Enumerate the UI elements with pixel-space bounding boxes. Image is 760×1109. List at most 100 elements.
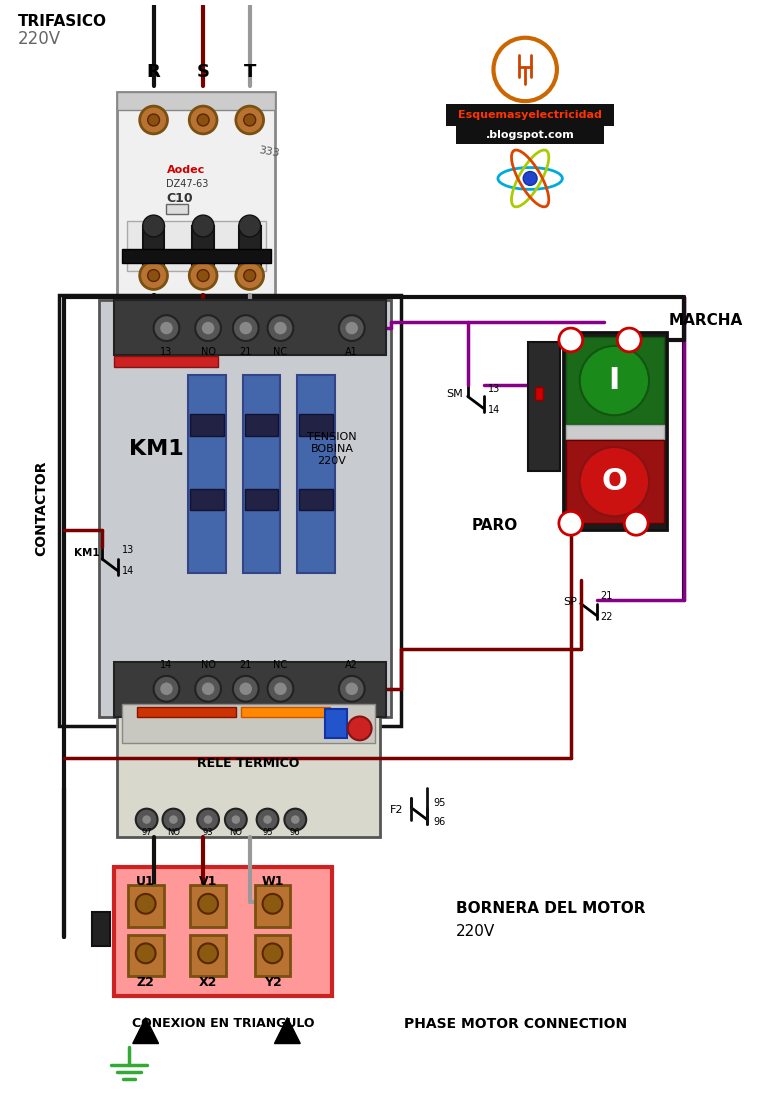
Bar — [565, 425, 664, 439]
Circle shape — [233, 315, 258, 340]
Circle shape — [136, 944, 156, 964]
Text: 220V: 220V — [17, 30, 61, 48]
Bar — [535, 387, 543, 400]
Circle shape — [580, 346, 649, 415]
Bar — [114, 301, 386, 355]
Circle shape — [141, 815, 151, 824]
Text: 14: 14 — [122, 566, 134, 576]
Circle shape — [197, 808, 219, 831]
Text: 97: 97 — [141, 828, 152, 837]
Circle shape — [284, 808, 306, 831]
Text: CONEXION EN TRIANGULO: CONEXION EN TRIANGULO — [131, 1017, 314, 1030]
Text: SM: SM — [446, 389, 463, 399]
Text: I: I — [609, 366, 620, 395]
Circle shape — [140, 106, 167, 134]
Circle shape — [160, 322, 173, 335]
Bar — [242, 375, 280, 573]
Bar — [117, 699, 379, 837]
Circle shape — [239, 682, 252, 695]
Bar — [255, 885, 290, 927]
Circle shape — [136, 808, 157, 831]
Text: PARO: PARO — [472, 518, 518, 532]
Circle shape — [339, 675, 365, 702]
Text: 13: 13 — [160, 347, 173, 357]
Bar — [563, 332, 667, 530]
Bar — [190, 935, 226, 976]
Text: NO: NO — [201, 347, 216, 357]
Text: 13: 13 — [563, 335, 578, 345]
Circle shape — [345, 682, 359, 695]
Circle shape — [160, 682, 173, 695]
Bar — [299, 489, 333, 510]
Text: 13: 13 — [122, 545, 134, 554]
Text: MARCHA: MARCHA — [669, 313, 743, 327]
Text: 96: 96 — [290, 828, 301, 837]
Text: A1: A1 — [345, 347, 358, 357]
Bar — [166, 204, 188, 214]
Text: Z2: Z2 — [137, 976, 154, 988]
Text: BORNERA DEL MOTOR: BORNERA DEL MOTOR — [456, 902, 645, 916]
Circle shape — [136, 894, 156, 914]
Circle shape — [225, 808, 247, 831]
Text: TENSION
BOBINA
220V: TENSION BOBINA 220V — [307, 433, 356, 466]
Text: 21: 21 — [563, 518, 578, 528]
Text: U1: U1 — [136, 875, 155, 887]
Text: 13: 13 — [487, 384, 500, 394]
Circle shape — [559, 511, 583, 536]
Circle shape — [201, 322, 215, 335]
Circle shape — [169, 815, 179, 824]
Circle shape — [523, 172, 537, 185]
Text: 21: 21 — [239, 347, 252, 357]
Bar — [137, 706, 236, 716]
Circle shape — [624, 511, 648, 536]
Circle shape — [189, 262, 217, 289]
Circle shape — [197, 269, 209, 282]
Bar — [456, 126, 604, 144]
Circle shape — [345, 322, 359, 335]
Circle shape — [140, 262, 167, 289]
Polygon shape — [133, 1018, 159, 1044]
Circle shape — [154, 315, 179, 340]
Text: NO: NO — [201, 660, 216, 670]
Polygon shape — [274, 1018, 300, 1044]
Text: Y2: Y2 — [264, 976, 281, 988]
Bar — [92, 912, 110, 946]
Bar — [190, 489, 224, 510]
Bar — [127, 221, 265, 271]
Circle shape — [189, 106, 217, 134]
Circle shape — [236, 106, 264, 134]
Text: .blogspot.com: .blogspot.com — [486, 130, 575, 140]
Circle shape — [274, 682, 287, 695]
Circle shape — [290, 815, 300, 824]
Text: S: S — [197, 63, 210, 81]
Circle shape — [580, 447, 649, 517]
Text: PHASE MOTOR CONNECTION: PHASE MOTOR CONNECTION — [404, 1017, 627, 1030]
Circle shape — [201, 682, 215, 695]
Text: NC: NC — [274, 347, 287, 357]
Text: 14: 14 — [622, 335, 637, 345]
Circle shape — [239, 322, 252, 335]
Bar — [190, 885, 226, 927]
Circle shape — [163, 808, 185, 831]
Circle shape — [244, 114, 255, 126]
Bar — [143, 226, 164, 266]
Circle shape — [239, 215, 261, 237]
Text: F2: F2 — [390, 805, 404, 815]
Text: NC: NC — [274, 660, 287, 670]
Text: NO: NO — [230, 828, 242, 837]
Bar — [299, 415, 333, 436]
Text: 22: 22 — [629, 518, 644, 528]
Bar — [325, 709, 347, 739]
Bar — [192, 226, 214, 266]
Bar — [239, 226, 261, 266]
Text: Esquemasyelectricidad: Esquemasyelectricidad — [458, 110, 602, 120]
Text: C10: C10 — [166, 192, 193, 205]
Text: W1: W1 — [261, 875, 283, 887]
Text: TRIFASICO: TRIFASICO — [17, 14, 107, 29]
Text: 220V: 220V — [456, 924, 495, 939]
Text: KM1: KM1 — [74, 548, 100, 558]
Bar — [128, 885, 163, 927]
Bar — [190, 415, 224, 436]
Bar — [128, 935, 163, 976]
Text: 22: 22 — [600, 612, 613, 622]
